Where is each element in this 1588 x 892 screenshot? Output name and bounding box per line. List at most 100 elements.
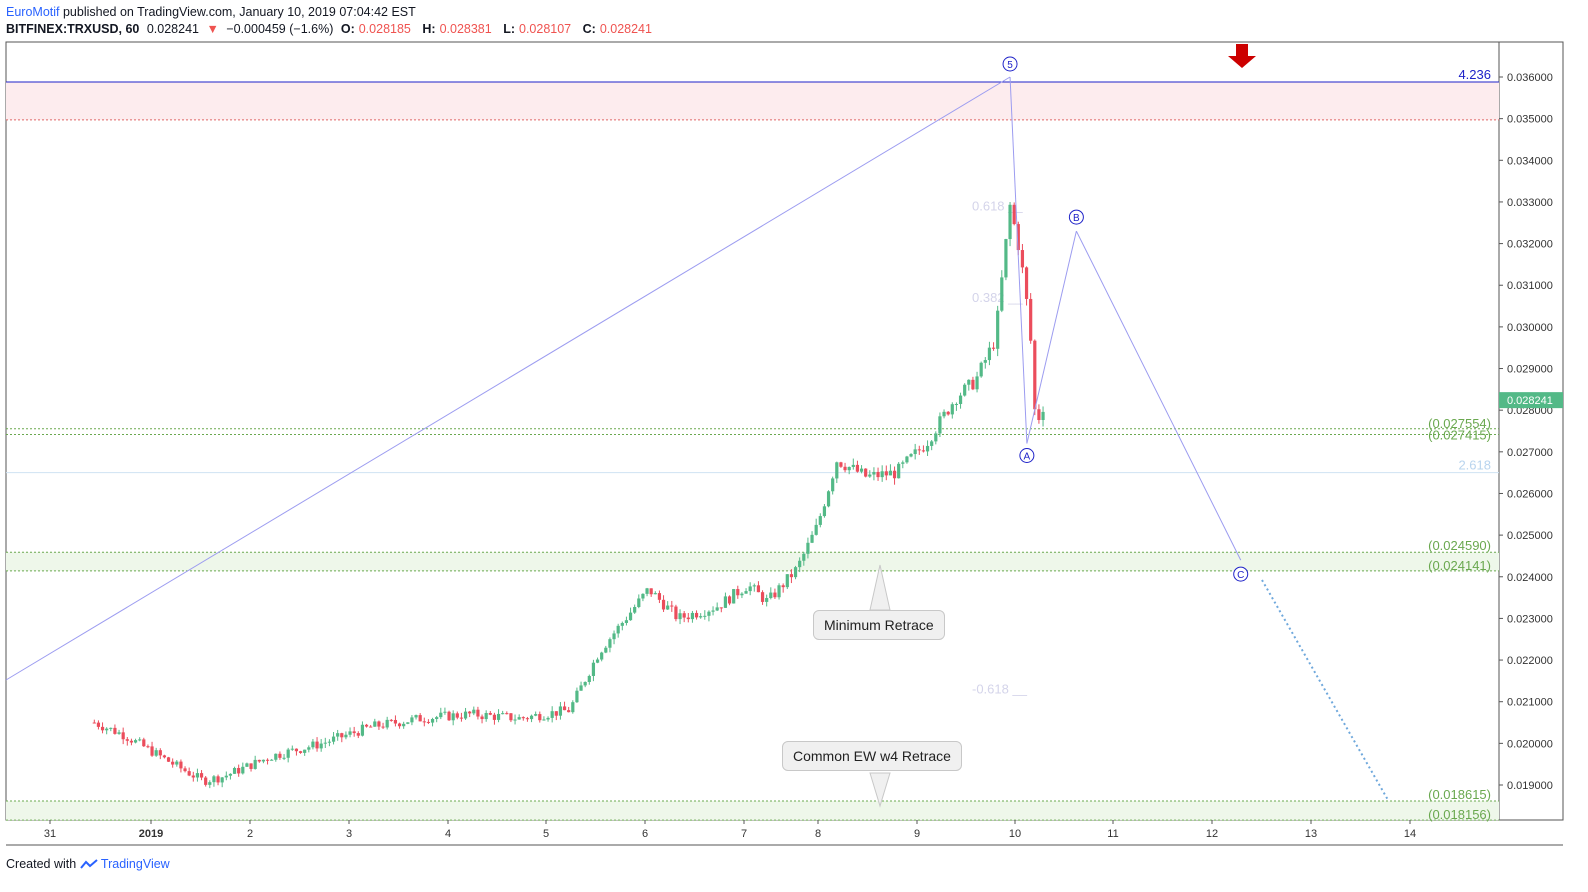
wave-label-circle-5[interactable] bbox=[1002, 56, 1018, 72]
candle-body[interactable] bbox=[402, 723, 406, 727]
candle-body[interactable] bbox=[690, 612, 695, 620]
candle-body[interactable] bbox=[496, 713, 501, 720]
callout-minimum-retrace[interactable]: Minimum Retrace bbox=[813, 610, 945, 640]
candle-body[interactable] bbox=[195, 773, 200, 778]
candle-body[interactable] bbox=[340, 733, 344, 738]
candle-body[interactable] bbox=[595, 659, 600, 663]
candle-body[interactable] bbox=[645, 588, 649, 594]
candle-body[interactable] bbox=[967, 379, 971, 385]
candle-body[interactable] bbox=[653, 593, 657, 595]
candle-body[interactable] bbox=[682, 613, 686, 618]
candle-body[interactable] bbox=[105, 728, 109, 731]
candle-body[interactable] bbox=[1037, 409, 1041, 421]
candle-body[interactable] bbox=[187, 771, 191, 776]
candle-body[interactable] bbox=[983, 360, 987, 363]
candle-body[interactable] bbox=[814, 524, 818, 535]
candle-body[interactable] bbox=[513, 719, 517, 721]
candle-body[interactable] bbox=[249, 763, 253, 769]
candle-body[interactable] bbox=[736, 589, 740, 596]
candle-body[interactable] bbox=[732, 589, 736, 604]
candle-body[interactable] bbox=[579, 685, 583, 691]
candle-body[interactable] bbox=[756, 585, 761, 593]
candle-body[interactable] bbox=[810, 534, 814, 543]
candle-body[interactable] bbox=[806, 542, 810, 554]
candle-body[interactable] bbox=[307, 747, 311, 750]
candle-body[interactable] bbox=[575, 690, 579, 703]
candle-body[interactable] bbox=[851, 464, 855, 467]
candle-body[interactable] bbox=[348, 731, 352, 735]
candle-body[interactable] bbox=[880, 471, 884, 478]
candle-body[interactable] bbox=[711, 610, 715, 612]
wave-line-4-5[interactable] bbox=[5, 76, 1011, 681]
candle-body[interactable] bbox=[377, 721, 381, 727]
candle-body[interactable] bbox=[587, 675, 591, 683]
candle-body[interactable] bbox=[637, 598, 641, 608]
candle-body[interactable] bbox=[641, 593, 645, 599]
candle-body[interactable] bbox=[183, 768, 187, 772]
candle-body[interactable] bbox=[628, 612, 633, 621]
resistance-zone[interactable] bbox=[6, 81, 1499, 120]
candle-body[interactable] bbox=[232, 767, 237, 774]
candle-body[interactable] bbox=[369, 726, 373, 728]
candle-body[interactable] bbox=[666, 605, 670, 610]
candle-body[interactable] bbox=[385, 719, 389, 728]
candle-body[interactable] bbox=[930, 441, 934, 446]
candle-body[interactable] bbox=[831, 478, 835, 492]
candle-body[interactable] bbox=[109, 727, 113, 729]
candle-body[interactable] bbox=[278, 753, 282, 758]
support-zone-minimum-retrace[interactable] bbox=[6, 552, 1499, 571]
candle-body[interactable] bbox=[694, 612, 699, 618]
candle-body[interactable] bbox=[678, 613, 682, 620]
candle-body[interactable] bbox=[864, 468, 868, 477]
candle-body[interactable] bbox=[793, 567, 798, 578]
candle-body[interactable] bbox=[1033, 340, 1037, 410]
candle-body[interactable] bbox=[331, 736, 336, 742]
candle-body[interactable] bbox=[311, 741, 315, 748]
candle-body[interactable] bbox=[191, 775, 195, 778]
candle-body[interactable] bbox=[472, 709, 476, 714]
candle-body[interactable] bbox=[323, 742, 327, 744]
candle-body[interactable] bbox=[781, 585, 785, 588]
candle-body[interactable] bbox=[773, 592, 777, 598]
candle-body[interactable] bbox=[435, 717, 439, 719]
candle-body[interactable] bbox=[439, 712, 443, 718]
candle-body[interactable] bbox=[422, 721, 426, 723]
candle-body[interactable] bbox=[389, 719, 393, 721]
candle-body[interactable] bbox=[430, 718, 435, 723]
candle-body[interactable] bbox=[521, 717, 525, 719]
candle-body[interactable] bbox=[327, 741, 332, 743]
candle-body[interactable] bbox=[179, 761, 183, 769]
candle-body[interactable] bbox=[290, 748, 294, 750]
candle-body[interactable] bbox=[265, 759, 270, 761]
candle-body[interactable] bbox=[228, 773, 233, 776]
candle-body[interactable] bbox=[303, 749, 307, 753]
candle-body[interactable] bbox=[946, 411, 950, 415]
candle-body[interactable] bbox=[979, 362, 983, 377]
candle-body[interactable] bbox=[397, 723, 402, 727]
candle-body[interactable] bbox=[542, 719, 546, 721]
candle-body[interactable] bbox=[175, 761, 179, 765]
candle-body[interactable] bbox=[913, 449, 917, 455]
candle-body[interactable] bbox=[501, 713, 505, 715]
candle-body[interactable] bbox=[166, 757, 171, 762]
candle-body[interactable] bbox=[220, 777, 224, 783]
wave-line-B-C[interactable] bbox=[1075, 230, 1242, 561]
candle-body[interactable] bbox=[212, 776, 216, 783]
candle-body[interactable] bbox=[971, 379, 975, 390]
candle-body[interactable] bbox=[657, 593, 662, 600]
candle-body[interactable] bbox=[917, 449, 921, 451]
candle-body[interactable] bbox=[92, 722, 96, 724]
candle-body[interactable] bbox=[715, 607, 719, 611]
candle-body[interactable] bbox=[298, 751, 303, 753]
candle-body[interactable] bbox=[150, 746, 154, 756]
candle-body[interactable] bbox=[100, 726, 105, 731]
candle-body[interactable] bbox=[686, 617, 690, 620]
candle-body[interactable] bbox=[224, 775, 228, 778]
wave-line-5-A[interactable] bbox=[1009, 76, 1028, 444]
candle-body[interactable] bbox=[888, 470, 893, 476]
candle-body[interactable] bbox=[484, 713, 488, 720]
candle-body[interactable] bbox=[1004, 239, 1008, 278]
wave-label-circle-A[interactable] bbox=[1019, 447, 1035, 463]
candle-body[interactable] bbox=[958, 395, 963, 405]
candle-body[interactable] bbox=[897, 463, 901, 479]
